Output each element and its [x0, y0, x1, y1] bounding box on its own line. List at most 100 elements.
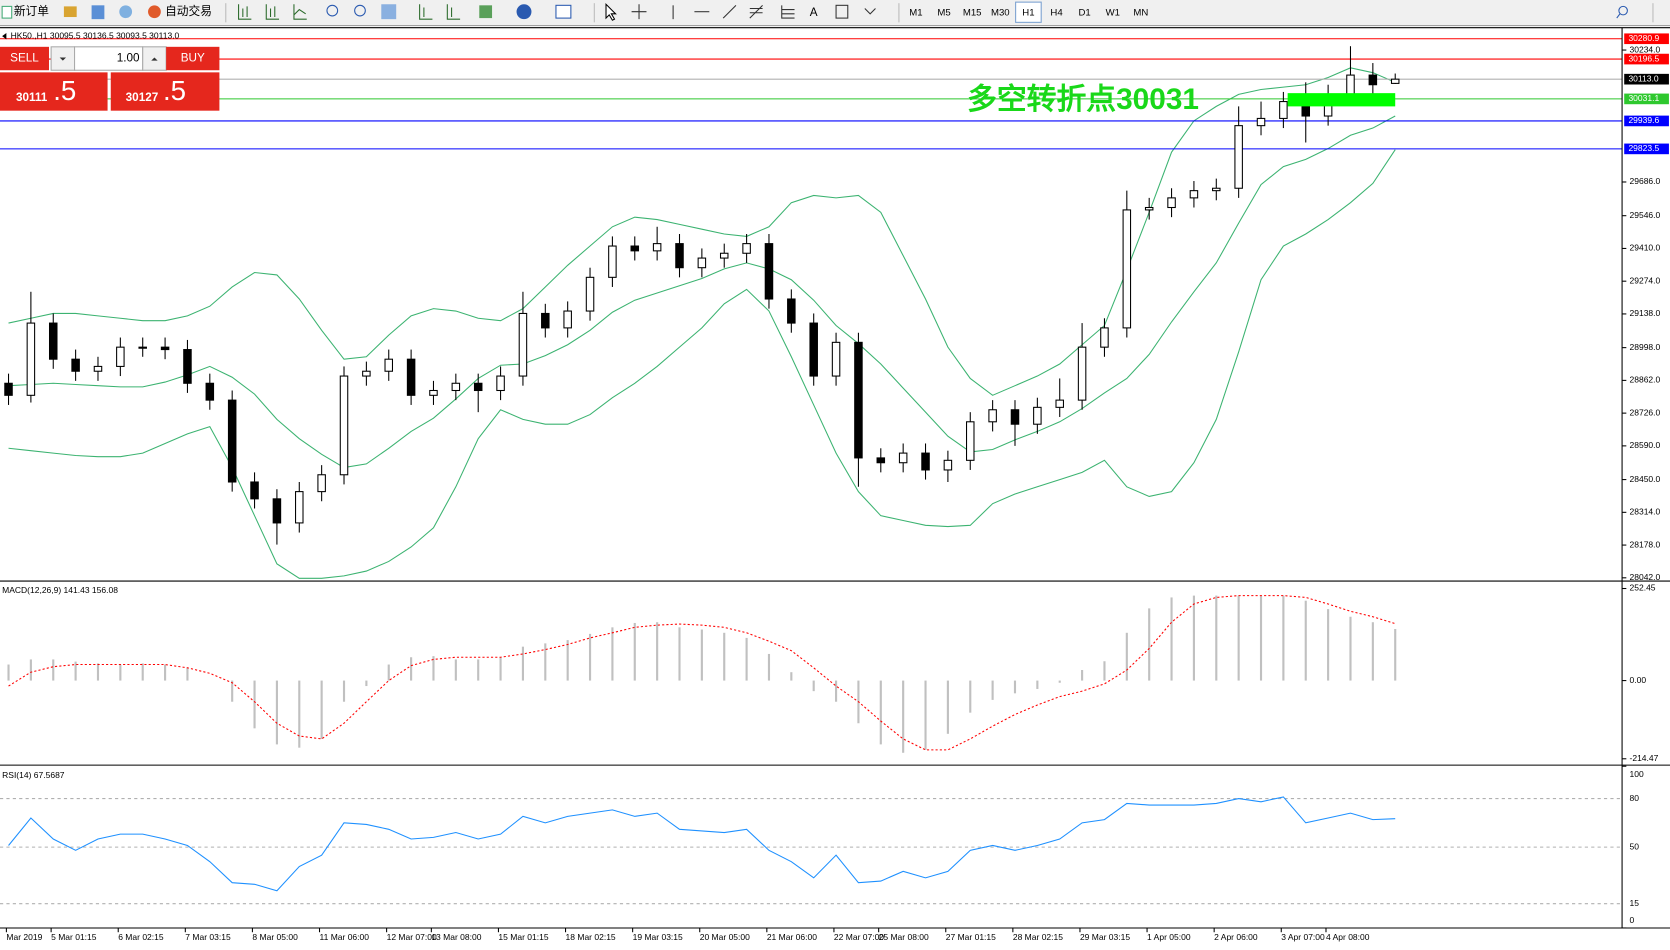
- macd-bar: [611, 627, 614, 681]
- icon-channel[interactable]: [749, 4, 763, 19]
- y-tick-label: 29686.0: [1630, 176, 1661, 186]
- time-axis: Mar 2019 5 Mar 01:15 6 Mar 02:15 7 Mar 03:1…: [5, 927, 1370, 942]
- candle-body: [563, 310, 572, 329]
- macd-bar: [298, 680, 301, 748]
- buy-price[interactable]: 30127: [126, 91, 159, 104]
- price-axis: 30234.0 29686.0 29546.0 29410.0 29274.0 29138…: [1622, 33, 1669, 582]
- price-label: 30280.9: [1628, 33, 1659, 43]
- y-tick-label: 30234.0: [1630, 44, 1661, 54]
- macd-bar: [454, 659, 457, 681]
- macd-bar: [1058, 680, 1061, 683]
- icon[interactable]: [119, 5, 133, 19]
- candle-body: [809, 322, 818, 377]
- rsi-label: RSI(14) 67.5687: [2, 770, 65, 780]
- icon[interactable]: [419, 4, 433, 20]
- auto-trading[interactable]: 自动交易: [165, 4, 212, 18]
- candle-body: [541, 312, 550, 329]
- buy-price-box[interactable]: [110, 72, 220, 111]
- icon[interactable]: [446, 4, 461, 20]
- candle-body: [831, 341, 841, 377]
- sell-label[interactable]: SELL: [10, 52, 39, 65]
- y-tick-label: 29274.0: [1630, 275, 1661, 285]
- candle-body: [787, 298, 796, 324]
- x-tick-label: 12 Mar 07:00: [387, 932, 437, 942]
- macd-bar: [164, 664, 167, 681]
- candle-body: [71, 358, 80, 372]
- icon-fibo[interactable]: [781, 5, 795, 19]
- timeframe[interactable]: W1: [1106, 7, 1120, 18]
- x-tick-label: 28 Mar 02:15: [1013, 932, 1063, 942]
- y-tick-label: 28726.0: [1630, 407, 1661, 417]
- icon-zoom-in[interactable]: [326, 4, 339, 17]
- icon-bars[interactable]: [238, 4, 252, 20]
- bollinger-lower: [8, 149, 1396, 579]
- icon-candles[interactable]: [265, 4, 280, 20]
- icon[interactable]: [63, 6, 77, 18]
- candle-body: [1033, 406, 1042, 425]
- candle-body: [719, 252, 729, 259]
- timeframe[interactable]: M5: [937, 7, 950, 18]
- timeframe[interactable]: D1: [1079, 7, 1091, 18]
- icon-label[interactable]: [835, 4, 849, 19]
- icon-arrows[interactable]: [864, 8, 876, 15]
- candle-body: [295, 491, 304, 524]
- timeframe[interactable]: H4: [1050, 7, 1063, 18]
- x-tick-label: 22 Mar 07:00: [834, 932, 884, 942]
- candle-body: [518, 312, 528, 377]
- icon-tile[interactable]: [381, 4, 397, 20]
- price-label-bg: [1624, 33, 1669, 45]
- macd-bar: [1170, 597, 1173, 681]
- text-tool[interactable]: A: [810, 6, 818, 19]
- new-order[interactable]: 新订单: [14, 4, 49, 18]
- candle-body: [630, 245, 640, 252]
- icon-search[interactable]: [1618, 5, 1628, 16]
- sell-button[interactable]: [0, 46, 49, 71]
- lot-value[interactable]: 1.00: [117, 52, 140, 65]
- icon-auto-trading[interactable]: [148, 5, 161, 19]
- one-click-trading: SELL 1.00 BUY 30111 .5 30127 .5: [0, 46, 220, 111]
- icon-zoom-out[interactable]: [354, 4, 366, 17]
- timeframe[interactable]: H1: [1022, 7, 1034, 18]
- candle-body: [1279, 101, 1288, 119]
- buy-pips[interactable]: .5: [163, 75, 186, 106]
- timeframe[interactable]: M30: [991, 7, 1010, 18]
- candle-body: [1346, 74, 1355, 95]
- buy-label[interactable]: BUY: [181, 52, 205, 65]
- icon-new-order[interactable]: [1, 5, 13, 19]
- candle-body: [742, 243, 751, 254]
- x-tick-label: 3 Apr 07:00: [1281, 932, 1325, 942]
- timeframe-active: [1015, 1, 1042, 23]
- timeframe[interactable]: MN: [1133, 7, 1148, 18]
- macd-bar: [588, 633, 592, 681]
- sell-price[interactable]: 30111: [16, 91, 48, 104]
- icon-templates[interactable]: [555, 4, 572, 19]
- macd-bar: [7, 664, 10, 681]
- x-tick-label: 11 Mar 06:00: [320, 932, 370, 942]
- icon[interactable]: [91, 5, 105, 20]
- candle-body: [26, 322, 36, 396]
- icon-line[interactable]: [293, 4, 307, 20]
- candle-body: [250, 481, 259, 500]
- y-tick-label: 0: [1630, 915, 1635, 925]
- timeframe[interactable]: M1: [909, 7, 922, 18]
- icon-periods[interactable]: [516, 4, 532, 20]
- macd-bar: [141, 663, 144, 681]
- icon-indicators[interactable]: [479, 5, 493, 19]
- timeframe[interactable]: M15: [963, 7, 982, 18]
- macd-bar: [1081, 669, 1084, 681]
- icon-cursor[interactable]: [605, 2, 617, 21]
- icon-trendline[interactable]: [722, 4, 737, 19]
- macd-bar: [342, 680, 346, 702]
- sell-price-box[interactable]: [0, 72, 108, 111]
- price-chart: 多空转折点30031: [0, 38, 1623, 579]
- x-tick-label: 25 Mar 08:00: [879, 932, 929, 942]
- icon-search[interactable]: [1616, 13, 1621, 19]
- x-tick-label: 20 Mar 05:00: [700, 932, 750, 942]
- buy-button[interactable]: [166, 46, 220, 71]
- y-tick-label: 28862.0: [1630, 375, 1661, 385]
- macd-bar: [499, 657, 502, 681]
- sell-pips[interactable]: .5: [53, 75, 76, 106]
- icon-crosshair[interactable]: [631, 4, 647, 20]
- candle-body: [116, 346, 125, 367]
